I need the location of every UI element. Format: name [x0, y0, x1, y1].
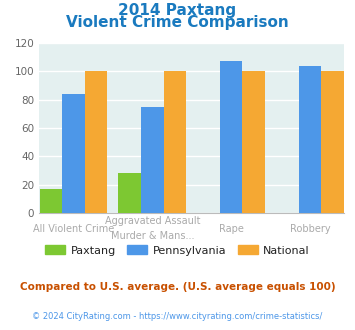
- Bar: [321, 71, 344, 213]
- Bar: [242, 71, 265, 213]
- Bar: [85, 71, 108, 213]
- Text: Robbery: Robbery: [290, 224, 330, 234]
- Text: Aggravated Assault: Aggravated Assault: [105, 216, 200, 226]
- Bar: [62, 94, 85, 213]
- Text: Murder & Mans...: Murder & Mans...: [110, 231, 194, 241]
- Text: © 2024 CityRating.com - https://www.cityrating.com/crime-statistics/: © 2024 CityRating.com - https://www.city…: [32, 312, 323, 321]
- Text: All Violent Crime: All Violent Crime: [33, 224, 114, 234]
- Text: Rape: Rape: [219, 224, 244, 234]
- Legend: Paxtang, Pennsylvania, National: Paxtang, Pennsylvania, National: [41, 241, 314, 260]
- Bar: [39, 189, 62, 213]
- Text: Compared to U.S. average. (U.S. average equals 100): Compared to U.S. average. (U.S. average …: [20, 282, 335, 292]
- Text: Violent Crime Comparison: Violent Crime Comparison: [66, 15, 289, 30]
- Bar: [118, 173, 141, 213]
- Bar: [299, 66, 321, 213]
- Text: 2014 Paxtang: 2014 Paxtang: [119, 3, 236, 18]
- Bar: [164, 71, 186, 213]
- Bar: [141, 107, 164, 213]
- Bar: [220, 61, 242, 213]
